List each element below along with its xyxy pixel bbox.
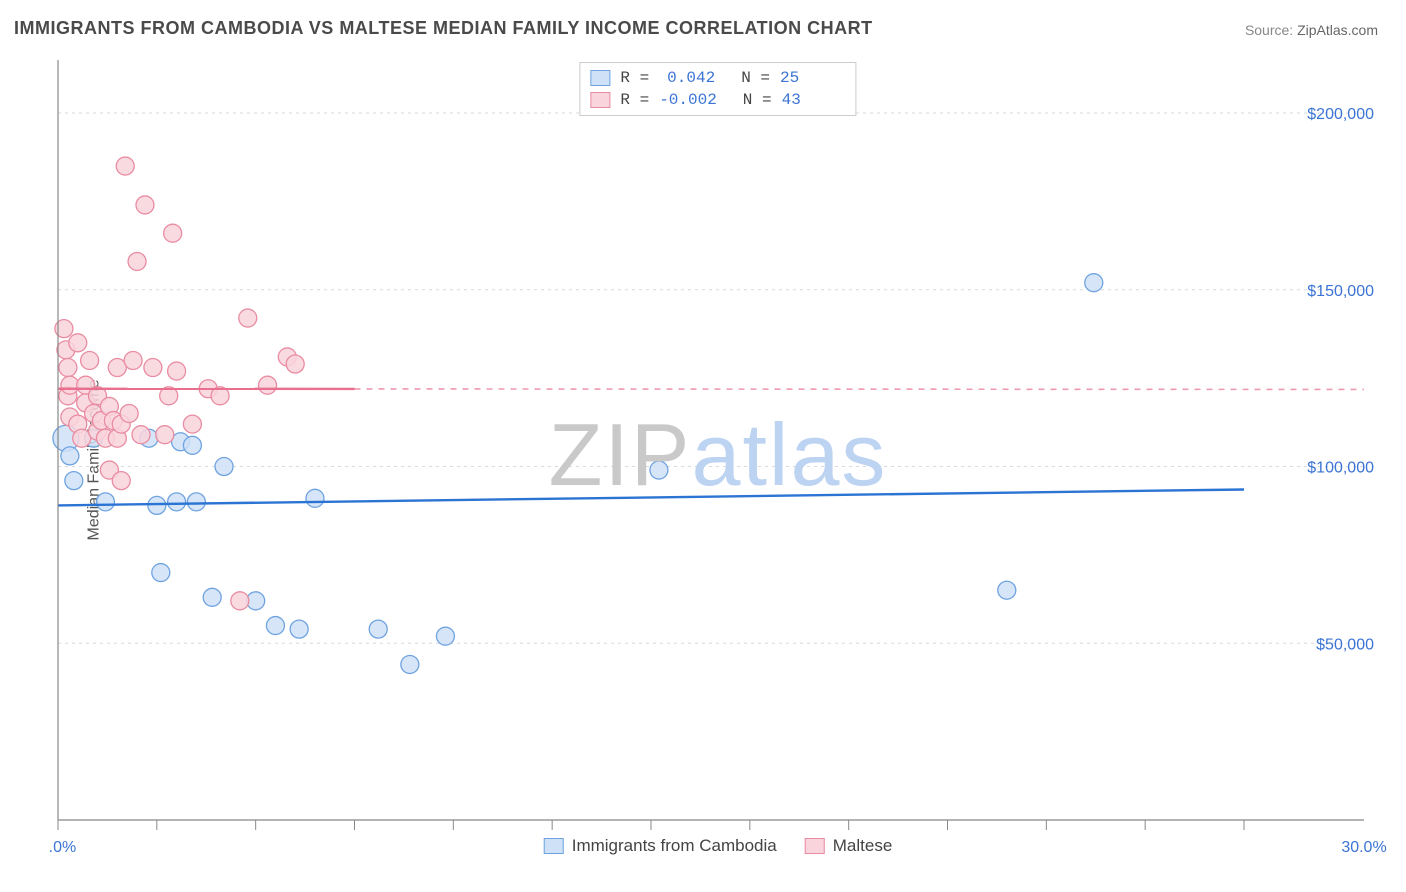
source-label: Source:: [1245, 22, 1293, 38]
swatch-maltese: [805, 838, 825, 854]
legend-r-label: R =: [620, 91, 649, 109]
svg-text:$150,000: $150,000: [1307, 283, 1374, 300]
legend-stats: R = 0.042 N = 25 R = -0.002 N = 43: [579, 62, 856, 116]
legend-r-label: R =: [620, 69, 649, 87]
svg-text:0.0%: 0.0%: [48, 839, 76, 856]
swatch-cambodia: [590, 70, 610, 86]
svg-text:$50,000: $50,000: [1316, 636, 1374, 653]
legend-n-cambodia: 25: [780, 69, 840, 87]
scatter-chart: $50,000 $100,000 $150,000 $200,000 0.0% 30.0%: [48, 60, 1388, 860]
source-attribution: Source: ZipAtlas.com: [1245, 22, 1378, 38]
svg-text:30.0%: 30.0%: [1341, 839, 1386, 856]
legend-item-cambodia: Immigrants from Cambodia: [544, 836, 777, 856]
svg-text:$200,000: $200,000: [1307, 106, 1374, 123]
legend-label-cambodia: Immigrants from Cambodia: [572, 836, 777, 856]
legend-stats-row-maltese: R = -0.002 N = 43: [590, 89, 841, 111]
swatch-maltese: [590, 92, 610, 108]
chart-title: IMMIGRANTS FROM CAMBODIA VS MALTESE MEDI…: [14, 18, 873, 39]
swatch-cambodia: [544, 838, 564, 854]
legend-item-maltese: Maltese: [805, 836, 893, 856]
legend-r-cambodia: 0.042: [659, 69, 715, 87]
legend-r-maltese: -0.002: [659, 91, 717, 109]
legend-series: Immigrants from Cambodia Maltese: [544, 836, 893, 856]
legend-n-maltese: 43: [782, 91, 842, 109]
plot-container: Median Family Income $50,000$100,000$150…: [48, 60, 1388, 860]
legend-label-maltese: Maltese: [833, 836, 893, 856]
source-value: ZipAtlas.com: [1297, 22, 1378, 38]
legend-stats-row-cambodia: R = 0.042 N = 25: [590, 67, 841, 89]
legend-n-label: N =: [743, 91, 772, 109]
svg-text:$100,000: $100,000: [1307, 460, 1374, 477]
legend-n-label: N =: [741, 69, 770, 87]
